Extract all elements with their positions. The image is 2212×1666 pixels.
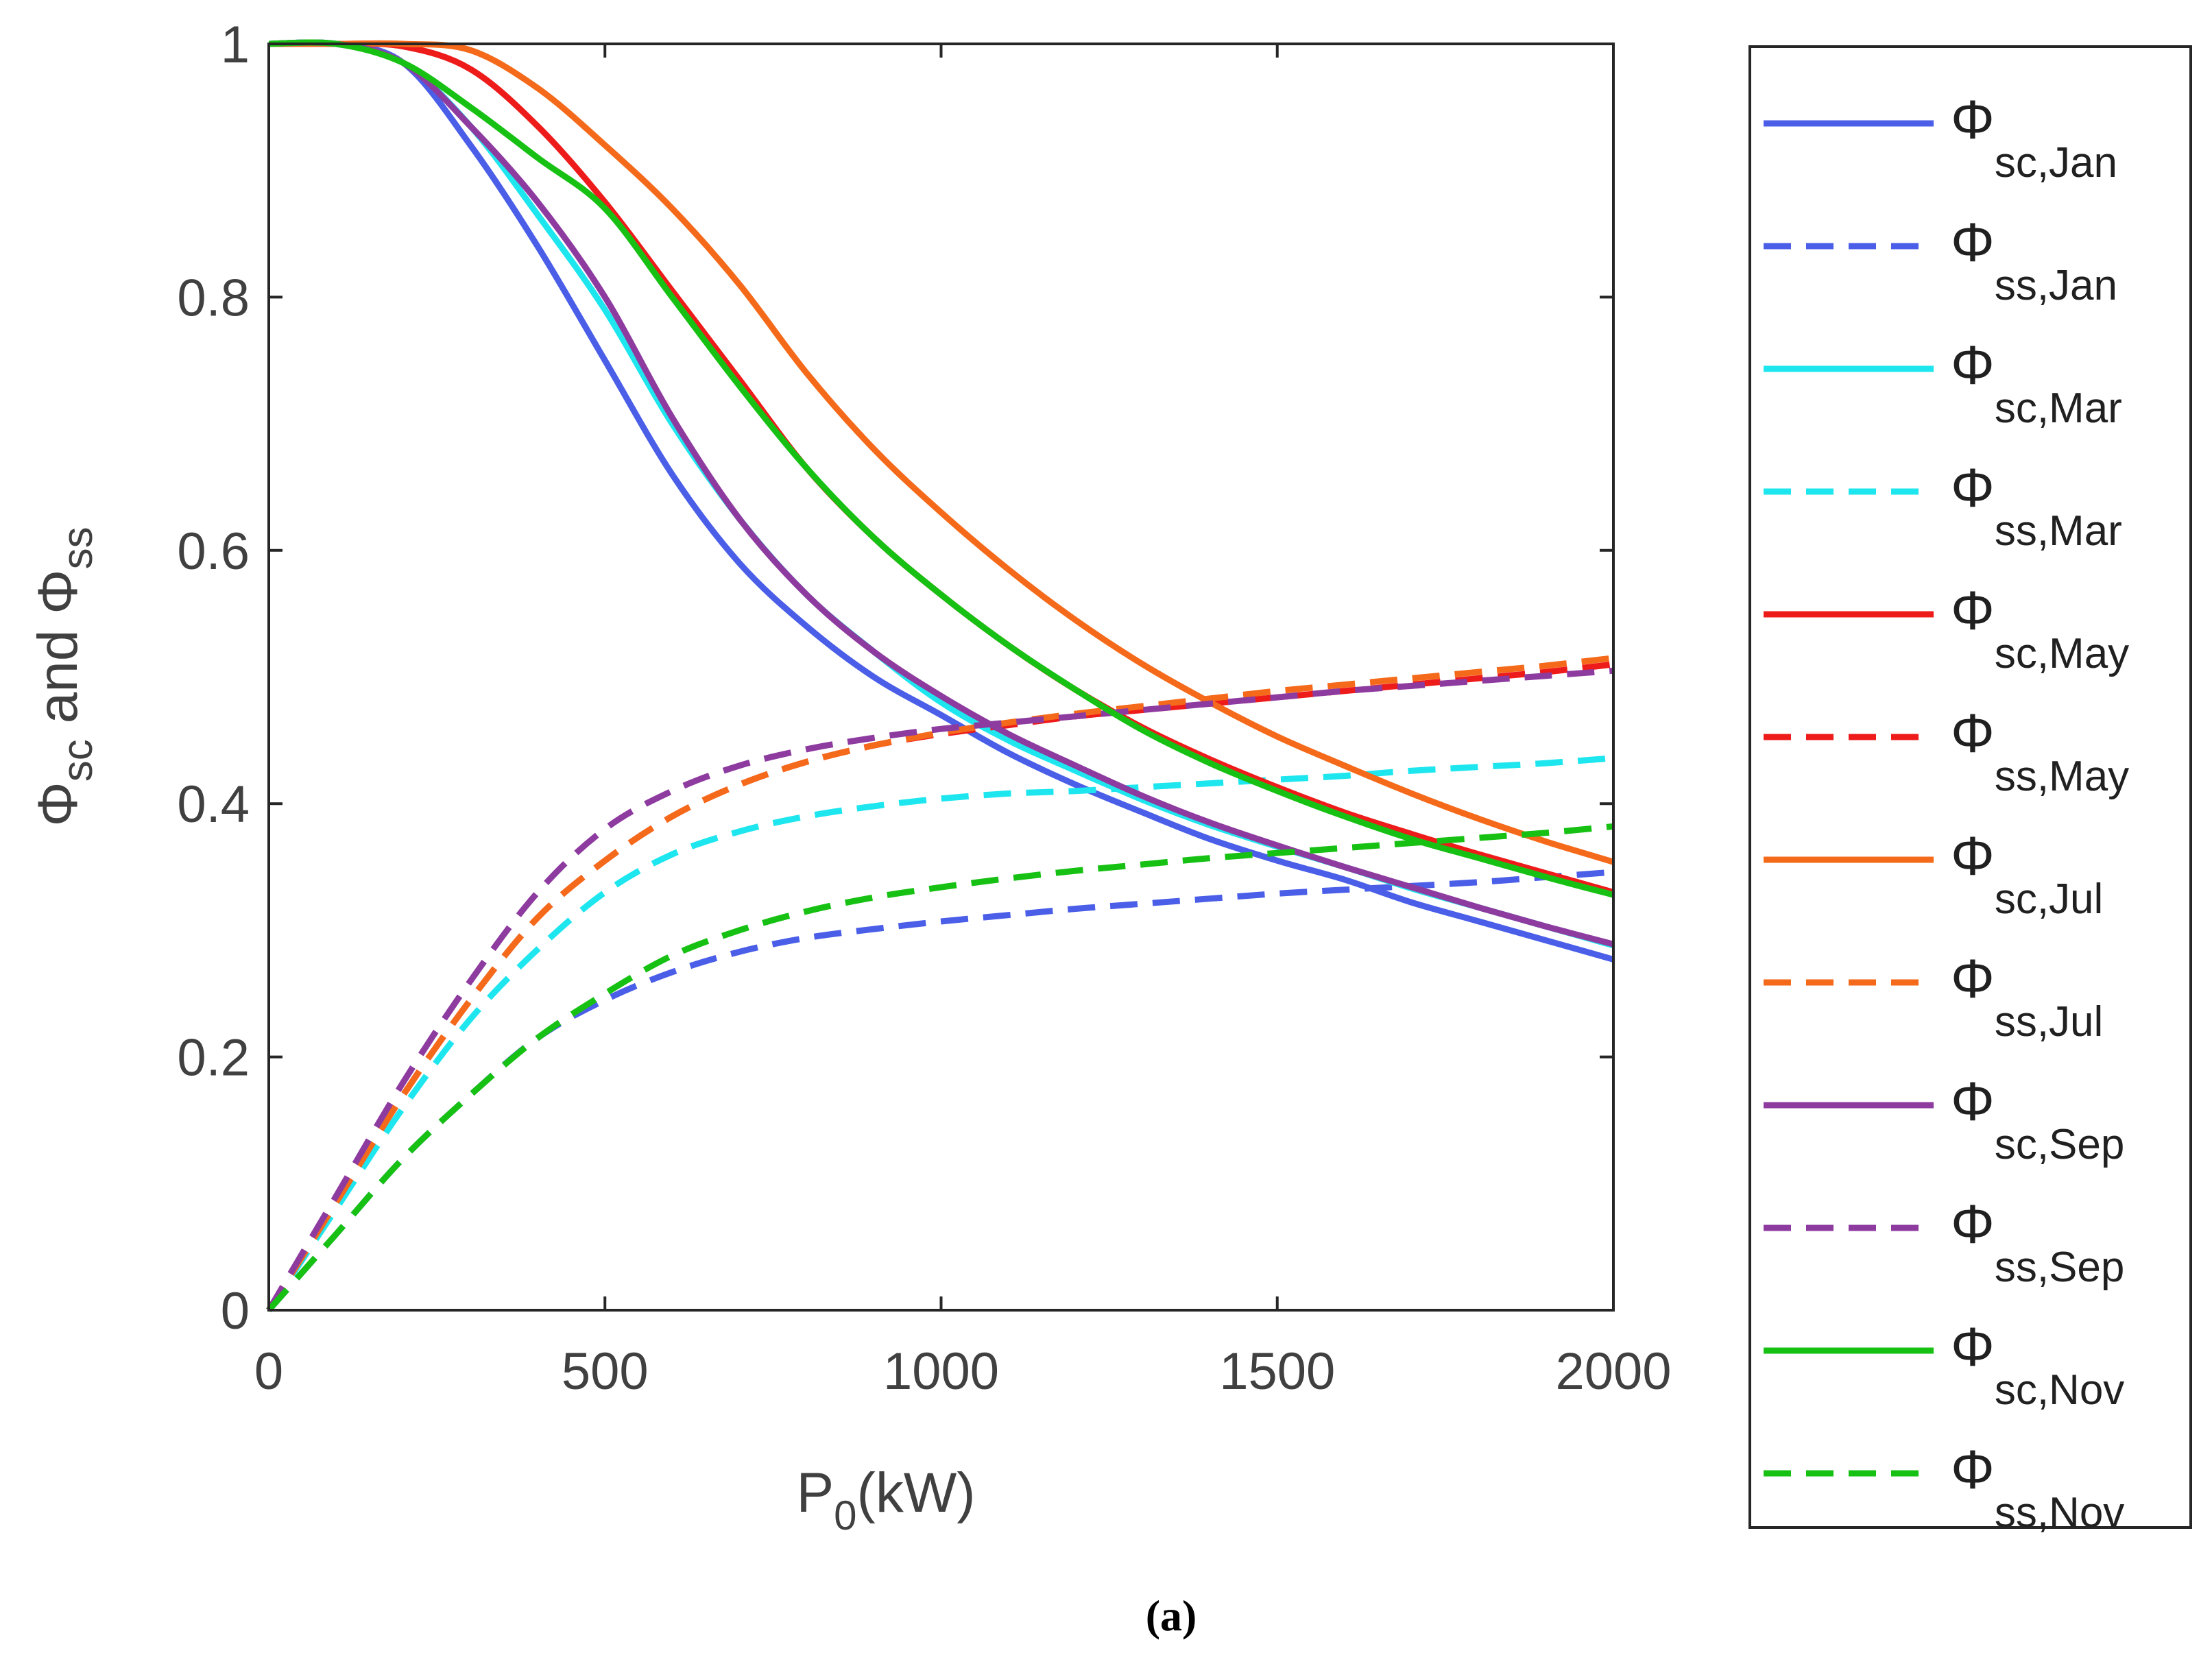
tick-labels: 0 500 1000 1500 2000 0 0.2 0.4 0.6 0.8 1 bbox=[177, 16, 1671, 1401]
series-line-sc-nov bbox=[268, 39, 1615, 898]
legend-label: Φsc,Jul bbox=[1951, 825, 2103, 923]
x-tick-label: 0 bbox=[254, 1342, 283, 1401]
legend-item: Φss,Sep bbox=[1764, 1194, 2124, 1291]
legend-item: Φsc,Mar bbox=[1764, 335, 2122, 432]
x-axis-label-main: P bbox=[796, 1462, 834, 1524]
legend-item: Φss,Jan bbox=[1764, 212, 2117, 309]
y-axis-label-mid: and bbox=[27, 614, 89, 739]
series-layer bbox=[266, 39, 1615, 1312]
legend-label: Φsc,May bbox=[1951, 580, 2129, 677]
legend-item: Φss,Nov bbox=[1764, 1439, 2124, 1536]
y-tick-label: 0.2 bbox=[177, 1029, 250, 1087]
legend-label: Φss,Jul bbox=[1951, 948, 2103, 1046]
x-tick-label: 2000 bbox=[1555, 1342, 1671, 1401]
series-line-ss-nov bbox=[266, 823, 1614, 1312]
legend-box bbox=[1748, 45, 2192, 1529]
legend-label: Φsc,Nov bbox=[1951, 1316, 2124, 1414]
legend-label: Φsc,Mar bbox=[1951, 335, 2122, 432]
legend-item: Φsc,Jan bbox=[1764, 89, 2117, 186]
x-axis-label: P0(kW) bbox=[796, 1462, 975, 1538]
x-tick-label: 1500 bbox=[1219, 1342, 1335, 1401]
y-axis-label: Φsc and Φss bbox=[27, 527, 101, 826]
series-line-sc-jul bbox=[268, 40, 1615, 865]
legend-label: Φsc,Sep bbox=[1951, 1071, 2124, 1168]
legend-item: Φsc,May bbox=[1764, 580, 2129, 677]
legend-item: Φss,Jul bbox=[1764, 948, 2103, 1046]
x-axis-label-rest: (kW) bbox=[857, 1462, 976, 1524]
y-tick-label: 1 bbox=[221, 16, 250, 74]
y-axis-label-sub2: ss bbox=[54, 527, 101, 569]
series-line-sc-sep bbox=[268, 39, 1615, 947]
series-line-ss-jan bbox=[266, 869, 1614, 1312]
legend-label: Φss,Jan bbox=[1951, 212, 2117, 309]
y-tick-label: 0.4 bbox=[177, 775, 250, 834]
x-axis-label-sub: 0 bbox=[834, 1493, 856, 1538]
legend-item: Φss,May bbox=[1764, 703, 2129, 800]
y-tick-label: 0.8 bbox=[177, 269, 250, 327]
series-line-ss-sep bbox=[266, 667, 1614, 1312]
x-tick-label: 1000 bbox=[883, 1342, 999, 1401]
legend-item: Φsc,Nov bbox=[1764, 1316, 2124, 1414]
legend-label: Φss,Nov bbox=[1951, 1439, 2124, 1536]
legend-item: Φsc,Sep bbox=[1764, 1071, 2124, 1168]
y-tick-label: 0 bbox=[221, 1282, 250, 1340]
legend-item: Φsc,Jul bbox=[1764, 825, 2103, 923]
legend-label: Φss,Sep bbox=[1951, 1194, 2124, 1291]
plot-frame bbox=[267, 43, 1615, 1312]
x-tick-label: 500 bbox=[562, 1342, 649, 1401]
figure-caption: (a) bbox=[1146, 1591, 1197, 1640]
legend-label: Φss,May bbox=[1951, 703, 2129, 800]
y-axis-label-phi2: Φ bbox=[27, 569, 89, 614]
y-axis-label-phi1: Φ bbox=[27, 782, 89, 826]
legend-item: Φss,Mar bbox=[1764, 457, 2122, 555]
y-axis-label-sub1: sc bbox=[54, 739, 101, 782]
plot-area bbox=[269, 44, 1613, 1310]
legend-label: Φsc,Jan bbox=[1951, 89, 2117, 186]
series-line-ss-jul bbox=[266, 655, 1614, 1312]
legend: Φsc,Jan Φss,Jan Φsc,Mar Φss,Mar Φsc,May Φss,M… bbox=[1764, 89, 2129, 1536]
y-tick-label: 0.6 bbox=[177, 522, 250, 581]
legend-label: Φss,Mar bbox=[1951, 457, 2122, 555]
